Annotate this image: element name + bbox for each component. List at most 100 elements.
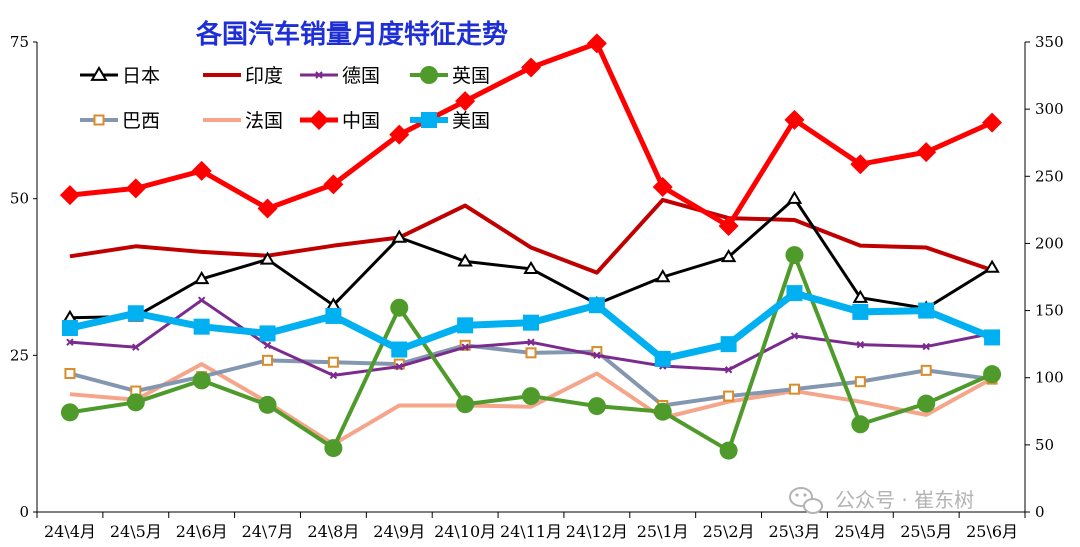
data-point <box>982 112 1003 133</box>
series-line <box>69 197 993 275</box>
left-tick-label: 25 <box>10 346 29 364</box>
x-tick-label: 24\5月 <box>110 522 162 541</box>
legend-label: 印度 <box>245 65 283 87</box>
data-point <box>852 303 869 320</box>
x-tick-label: 24\4月 <box>44 522 96 541</box>
x-tick-label: 25\6月 <box>966 522 1018 541</box>
data-point <box>323 174 344 195</box>
data-point <box>329 371 338 380</box>
data-point <box>64 368 76 380</box>
data-point <box>652 177 673 198</box>
series-3 <box>60 246 1002 460</box>
x-tick-label: 24\6月 <box>176 522 228 541</box>
legend-item-7: 美国 <box>410 110 490 132</box>
series-6 <box>59 33 1003 236</box>
legend-label: 德国 <box>342 65 380 87</box>
data-point <box>719 441 738 460</box>
data-point <box>920 364 932 376</box>
data-point <box>59 185 80 206</box>
data-point <box>723 390 735 402</box>
series-5 <box>69 362 994 447</box>
legend-label: 日本 <box>122 65 160 87</box>
data-point <box>193 270 210 285</box>
data-point <box>654 269 671 283</box>
left-tick-label: 75 <box>10 33 29 51</box>
data-point <box>259 251 276 265</box>
series-layer <box>59 33 1003 460</box>
data-point <box>459 339 471 351</box>
data-point <box>127 305 144 322</box>
right-tick-label: 350 <box>1035 33 1064 51</box>
series-1 <box>69 197 993 275</box>
data-point <box>525 347 537 359</box>
data-point <box>916 142 937 163</box>
legend-item-0: 日本 <box>80 65 160 87</box>
data-point <box>984 329 1001 346</box>
x-tick-label: 24\11月 <box>500 522 562 541</box>
x-tick-label: 24\8月 <box>307 522 359 541</box>
data-point <box>786 285 803 302</box>
data-point <box>588 297 605 314</box>
legend-item-3: 英国 <box>410 65 490 87</box>
data-point <box>784 109 805 130</box>
data-point <box>327 356 339 368</box>
legend-marker <box>93 114 105 126</box>
legend-item-6: 中国 <box>300 110 380 132</box>
data-point <box>395 362 403 371</box>
data-point <box>922 342 930 351</box>
data-point <box>126 393 145 412</box>
x-tick-label: 25\4月 <box>834 522 886 541</box>
data-point <box>854 376 866 388</box>
data-point <box>391 341 408 358</box>
data-point <box>788 383 800 395</box>
legend-marker <box>420 66 438 84</box>
data-point <box>984 259 1000 273</box>
x-tick-label: 25\3月 <box>768 522 820 541</box>
legend-marker <box>315 71 323 79</box>
legend-label: 美国 <box>452 110 490 132</box>
data-point <box>262 354 274 366</box>
series-line <box>69 197 993 320</box>
x-tick-label: 24\10月 <box>434 522 496 541</box>
wechat-icon <box>789 487 823 514</box>
data-point <box>456 395 475 414</box>
legend-label: 巴西 <box>122 110 160 132</box>
left-tick-label: 50 <box>10 190 29 208</box>
data-point <box>457 317 474 334</box>
series-7 <box>61 285 1001 367</box>
data-point <box>918 302 935 319</box>
x-tick-label: 25\1月 <box>637 522 689 541</box>
data-point <box>720 248 737 263</box>
legend-label: 中国 <box>342 110 380 132</box>
legend-item-1: 印度 <box>203 65 283 87</box>
data-point <box>720 336 737 353</box>
right-tick-label: 50 <box>1035 436 1054 454</box>
data-point <box>587 397 606 416</box>
data-point <box>461 343 469 351</box>
watermark-text: 公众号 · 崔东树 <box>835 488 974 512</box>
right-axis-ticks: 0 50 100 150 200 250 300 350 <box>1025 33 1064 521</box>
data-point <box>197 296 206 304</box>
data-point <box>790 332 799 340</box>
right-tick-label: 0 <box>1035 503 1045 521</box>
data-point <box>724 366 733 374</box>
chart-title: 各国汽车销量月度特征走势 <box>195 19 508 50</box>
right-tick-label: 100 <box>1035 369 1064 387</box>
data-point <box>523 314 539 331</box>
legend-marker <box>90 66 108 81</box>
data-point <box>259 325 276 342</box>
legend-item-2: 德国 <box>300 65 380 87</box>
data-point <box>191 160 212 181</box>
data-point <box>389 124 410 145</box>
data-point <box>60 403 79 422</box>
x-tick-label: 24\12月 <box>566 522 628 541</box>
right-tick-label: 200 <box>1035 234 1064 252</box>
data-point <box>586 33 607 54</box>
data-point <box>523 260 539 275</box>
data-point <box>852 289 869 303</box>
data-point <box>917 394 936 413</box>
data-point <box>593 351 601 360</box>
data-point <box>856 340 865 349</box>
left-tick-label: 0 <box>19 503 29 521</box>
